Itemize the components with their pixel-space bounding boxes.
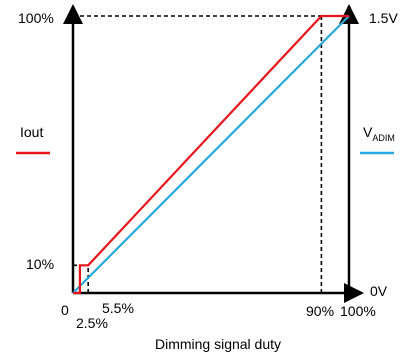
x-tick-0: 0 (61, 302, 69, 318)
x-tick-2p5: 2.5% (76, 315, 108, 331)
legend-iout-label: Iout (20, 124, 43, 140)
x-axis-label: Dimming signal duty (155, 336, 281, 352)
legend-vadim-sub: ADIM (372, 133, 395, 143)
dashed-guides (73, 15, 323, 293)
legend-vadim-label: VADIM (363, 124, 395, 143)
left-tick-10: 10% (26, 256, 54, 272)
right-tick-max: 1.5V (369, 10, 398, 26)
left-tick-100: 100% (18, 10, 54, 26)
x-tick-5p5: 5.5% (102, 300, 134, 316)
series-iout-line (73, 14, 349, 295)
x-tick-100: 100% (340, 303, 376, 319)
legend-vadim-main: V (363, 124, 373, 140)
series-vadim-line (72, 15, 350, 294)
right-tick-zero: 0V (370, 283, 388, 299)
x-tick-90: 90% (306, 303, 334, 319)
